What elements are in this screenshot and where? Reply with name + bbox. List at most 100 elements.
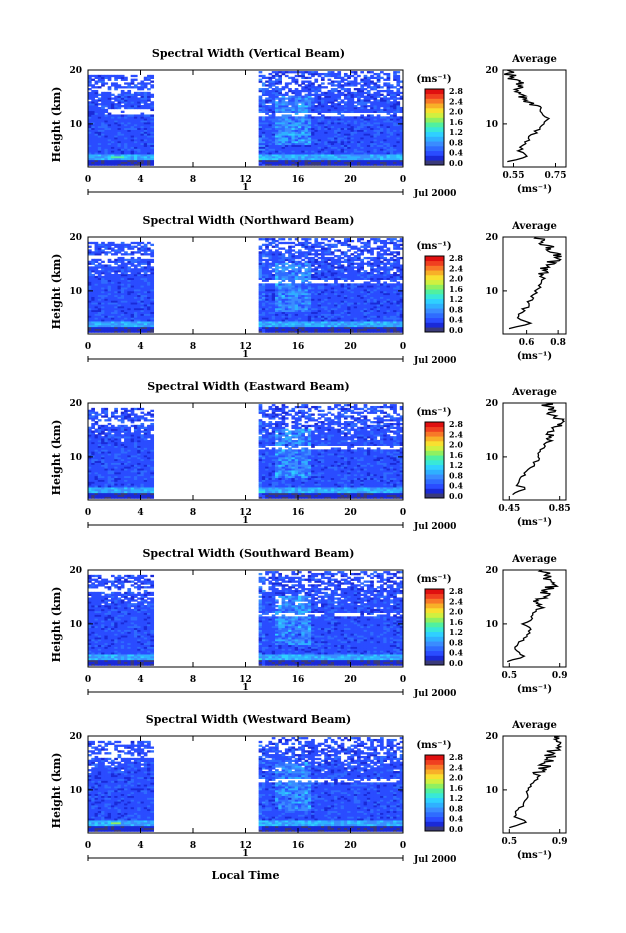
avg-x-axis-label: (ms⁻¹) xyxy=(517,184,552,195)
heatmap-cell xyxy=(295,261,299,263)
heatmap-cell xyxy=(318,84,322,86)
heatmap-cell xyxy=(360,249,364,251)
heatmap-cell xyxy=(337,90,341,92)
heatmap-cell xyxy=(278,270,282,272)
heatmap-cell xyxy=(147,259,151,261)
heatmap-cell xyxy=(131,75,135,77)
heatmap-cell xyxy=(127,90,131,92)
heatmap-cell xyxy=(331,71,335,73)
heatmap-cell xyxy=(147,253,151,255)
heatmap-cell xyxy=(347,255,351,257)
heatmap-cell xyxy=(114,75,118,77)
heatmap-cell xyxy=(88,266,92,268)
colorbar-swatch xyxy=(425,156,444,161)
heatmap-cell xyxy=(360,238,364,240)
heatmap-cell xyxy=(95,86,99,88)
heatmap-cell xyxy=(390,101,394,103)
heatmap-cell xyxy=(265,238,269,240)
heatmap-cell xyxy=(150,266,154,268)
heatmap-cell xyxy=(396,97,400,99)
heatmap-cell xyxy=(121,111,125,113)
heatmap-cell xyxy=(147,248,151,250)
heatmap-cell xyxy=(137,82,141,84)
heatmap-cell xyxy=(111,114,115,116)
heatmap-cell xyxy=(288,77,292,79)
heatmap-cell xyxy=(150,81,154,83)
heatmap-cell xyxy=(101,264,105,266)
heatmap-cell xyxy=(314,283,318,285)
heatmap-cell xyxy=(360,79,364,81)
heatmap-cell xyxy=(311,253,315,255)
heatmap-cell xyxy=(344,274,348,276)
heatmap-cell xyxy=(259,238,263,240)
heatmap-cell xyxy=(134,251,138,253)
heatmap-cell xyxy=(268,283,272,285)
heatmap-cell xyxy=(262,283,266,285)
heatmap-cell xyxy=(351,253,355,255)
heatmap-cell xyxy=(331,251,335,253)
heatmap-cell xyxy=(150,101,154,103)
heatmap-cell xyxy=(295,255,299,257)
heatmap-cell xyxy=(88,249,92,251)
colorbar-swatch xyxy=(425,89,444,94)
heatmap-cell xyxy=(268,90,272,92)
heatmap-cell xyxy=(347,249,351,251)
heatmap-cell xyxy=(118,114,122,116)
heatmap-cell xyxy=(393,86,397,88)
colorbar-swatch xyxy=(425,146,444,151)
heatmap-cell xyxy=(114,103,118,105)
heatmap-cell xyxy=(357,88,361,90)
heatmap-cell xyxy=(311,116,315,118)
heatmap-cell xyxy=(137,97,141,99)
heatmap-cell xyxy=(383,82,387,84)
heatmap-cell xyxy=(95,75,99,77)
heatmap-cell xyxy=(285,97,289,99)
heatmap-cell xyxy=(121,257,125,259)
heatmap-cell xyxy=(377,84,381,86)
heatmap-cell xyxy=(334,103,338,105)
colorbar-swatch xyxy=(425,151,444,156)
heatmap-cell xyxy=(282,114,286,116)
heatmap-cell xyxy=(324,92,328,94)
heatmap-cell xyxy=(137,114,141,116)
heatmap-cell xyxy=(95,99,99,101)
heatmap-cell xyxy=(127,253,131,255)
heatmap-cell xyxy=(301,259,305,261)
avg-x-tick-label: 0.55 xyxy=(503,171,525,181)
heatmap-cell xyxy=(341,114,345,116)
heatmap-cell xyxy=(351,81,355,83)
heatmap-cell xyxy=(324,283,328,285)
heatmap-cell xyxy=(265,244,269,246)
heatmap-cell xyxy=(108,113,112,115)
heatmap-cell xyxy=(268,249,272,251)
heatmap-cell xyxy=(141,81,145,83)
heatmap-cell xyxy=(272,238,276,240)
heatmap-cell xyxy=(144,266,148,268)
heatmap-cell xyxy=(288,88,292,90)
heatmap-cell xyxy=(124,244,128,246)
heatmap-cell xyxy=(144,77,148,79)
heatmap-cell xyxy=(328,116,332,118)
heatmap-cell xyxy=(305,114,309,116)
heatmap-cell xyxy=(265,88,269,90)
heatmap-cell xyxy=(282,94,286,96)
heatmap-cell xyxy=(278,248,282,250)
heatmap-cell xyxy=(282,242,286,244)
heatmap-cell xyxy=(311,268,315,270)
heatmap-cell xyxy=(334,255,338,257)
heatmap-cell xyxy=(268,73,272,75)
heatmap-cell xyxy=(301,81,305,83)
heatmap-cell xyxy=(134,75,138,77)
heatmap-cell xyxy=(295,251,299,253)
heatmap-cell xyxy=(298,283,302,285)
heatmap-cell xyxy=(101,92,105,94)
heatmap-cell xyxy=(127,274,131,276)
heatmap-cell xyxy=(288,270,292,272)
heatmap-cell xyxy=(324,244,328,246)
heatmap-cell xyxy=(341,261,345,263)
heatmap-cell xyxy=(268,242,272,244)
heatmap-cell xyxy=(144,92,148,94)
heatmap-cell xyxy=(314,71,318,73)
heatmap-cell xyxy=(354,266,358,268)
heatmap-cell xyxy=(272,71,276,73)
